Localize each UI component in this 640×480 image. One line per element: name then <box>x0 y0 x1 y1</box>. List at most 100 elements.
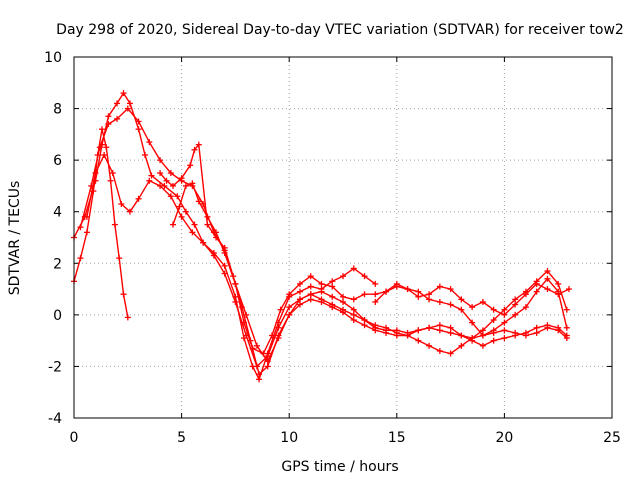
series-line <box>79 107 568 355</box>
data-point-marker <box>157 170 164 177</box>
data-point-marker <box>213 229 220 236</box>
series-track-6 <box>169 180 570 365</box>
data-point-marker <box>479 342 486 349</box>
data-point-marker <box>415 337 422 344</box>
y-tick-label: 2 <box>53 256 62 272</box>
x-tick-label: 25 <box>603 430 621 446</box>
data-point-marker <box>329 293 336 300</box>
data-point-marker <box>189 180 196 187</box>
data-point-marker <box>103 144 110 151</box>
data-point-marker <box>479 298 486 305</box>
data-point-marker <box>286 304 293 311</box>
data-point-marker <box>458 296 465 303</box>
data-point-marker <box>447 286 454 293</box>
data-point-marker <box>340 293 346 300</box>
data-point-marker <box>189 229 196 236</box>
data-point-marker <box>77 255 84 262</box>
series-line <box>86 154 568 368</box>
data-point-marker <box>372 322 379 329</box>
data-point-marker <box>101 151 108 158</box>
data-point-marker <box>135 118 142 125</box>
data-point-marker <box>296 280 303 287</box>
data-point-marker <box>275 324 282 331</box>
data-point-marker <box>195 141 202 148</box>
data-point-marker <box>383 329 390 336</box>
data-point-marker <box>350 265 357 272</box>
data-point-marker <box>157 157 164 164</box>
data-point-marker <box>167 193 174 200</box>
data-point-marker <box>372 327 379 334</box>
data-point-marker <box>264 358 271 365</box>
data-point-marker <box>501 335 508 342</box>
data-point-marker <box>563 324 570 331</box>
data-point-marker <box>176 203 183 210</box>
data-point-marker <box>522 291 529 298</box>
data-point-marker <box>447 350 454 357</box>
data-point-marker <box>533 288 540 295</box>
data-series <box>71 90 572 383</box>
data-point-marker <box>182 208 189 215</box>
series-line <box>73 92 376 380</box>
data-point-marker <box>350 317 357 324</box>
data-point-marker <box>469 304 476 311</box>
data-point-marker <box>167 170 174 177</box>
data-point-marker <box>296 296 303 303</box>
data-point-marker <box>195 198 202 205</box>
data-point-marker <box>361 291 368 298</box>
data-point-marker <box>135 195 142 202</box>
data-point-marker <box>200 239 207 246</box>
data-point-marker <box>393 329 400 336</box>
x-tick-label: 10 <box>280 430 298 446</box>
y-tick-label: 0 <box>53 308 62 324</box>
data-point-marker <box>555 324 562 331</box>
data-point-marker <box>247 337 254 344</box>
data-point-marker <box>329 301 336 308</box>
data-point-marker <box>163 177 170 184</box>
data-point-marker <box>307 283 314 290</box>
data-point-marker <box>256 371 263 378</box>
data-point-marker <box>426 296 433 303</box>
data-point-marker <box>243 332 250 339</box>
data-point-marker <box>372 291 379 298</box>
data-point-marker <box>555 291 562 298</box>
data-point-marker <box>148 172 155 179</box>
data-point-marker <box>83 229 90 236</box>
data-point-marker <box>329 278 336 285</box>
series-line <box>159 143 568 375</box>
data-point-marker <box>114 115 121 122</box>
data-point-marker <box>191 146 198 153</box>
data-point-marker <box>307 273 314 280</box>
data-point-marker <box>565 286 572 293</box>
data-point-marker <box>178 213 185 220</box>
data-point-marker <box>107 177 114 184</box>
data-point-marker <box>264 363 271 370</box>
data-point-marker <box>277 306 284 313</box>
data-point-marker <box>563 332 570 339</box>
data-point-marker <box>210 252 217 259</box>
data-point-marker <box>174 193 181 200</box>
data-point-marker <box>286 311 293 318</box>
data-point-marker <box>307 291 314 298</box>
data-point-marker <box>512 301 519 308</box>
data-point-marker <box>512 332 519 339</box>
data-point-marker <box>96 144 103 151</box>
data-point-marker <box>436 283 443 290</box>
data-point-marker <box>490 329 497 336</box>
data-point-marker <box>243 311 250 318</box>
data-point-marker <box>563 306 570 313</box>
y-tick-label: 10 <box>44 50 62 66</box>
data-point-marker <box>232 298 239 305</box>
data-point-marker <box>426 324 433 331</box>
data-point-marker <box>268 332 275 339</box>
data-point-marker <box>169 221 176 228</box>
x-axis-label: GPS time / hours <box>281 459 398 475</box>
data-point-marker <box>182 182 189 189</box>
data-point-marker <box>98 126 105 133</box>
data-point-marker <box>512 311 519 318</box>
data-point-marker <box>361 322 368 329</box>
data-point-marker <box>383 288 390 295</box>
data-point-marker <box>126 100 133 107</box>
data-point-marker <box>105 113 112 120</box>
series-track-3 <box>77 105 570 357</box>
data-point-marker <box>512 296 519 303</box>
